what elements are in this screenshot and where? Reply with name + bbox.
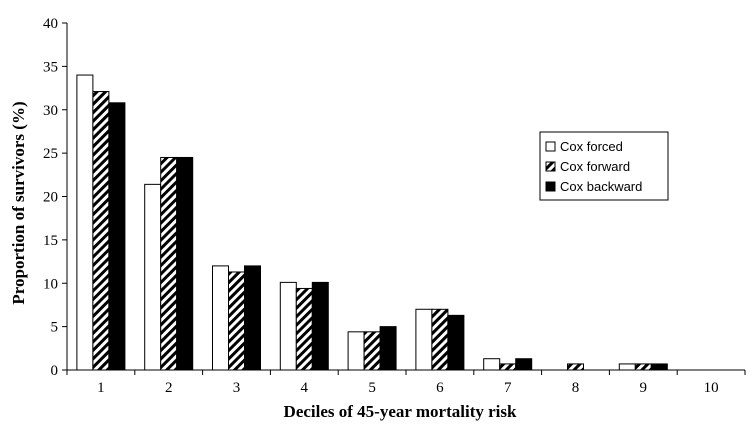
x-axis: 1 2 3 4 5 6 7 8 9 10 <box>66 369 746 396</box>
legend-swatch-hatched <box>545 161 556 172</box>
legend-box <box>539 131 669 201</box>
y-tick-label: 15 <box>43 233 58 249</box>
y-axis: 0 5 10 15 20 25 30 35 40 <box>43 16 68 379</box>
bar-hatched-decile-9 <box>634 363 652 371</box>
legend: Cox forced Cox forward Cox backward <box>539 131 669 201</box>
bar-hatched-decile-7 <box>499 363 517 371</box>
x-axis-title: Deciles of 45-year mortality risk <box>284 402 517 421</box>
y-tick-label: 0 <box>51 363 59 379</box>
y-tick-label: 10 <box>43 276 58 292</box>
bar-solid-decile-9 <box>650 363 668 371</box>
x-tick-label: 9 <box>640 380 648 396</box>
x-tick-label: 4 <box>301 380 309 396</box>
legend-swatch-open <box>545 141 556 152</box>
x-tick-label: 1 <box>97 380 105 396</box>
x-tick-label: 10 <box>704 380 719 396</box>
x-tick-label: 6 <box>436 380 444 396</box>
bar-solid-decile-2 <box>176 156 194 371</box>
x-tick-label: 2 <box>165 380 173 396</box>
bar-solid-decile-6 <box>447 314 465 371</box>
y-tick-label: 5 <box>51 320 59 336</box>
bar-open-decile-9 <box>618 363 636 371</box>
legend-swatch-solid <box>545 181 556 192</box>
bar-open-decile-2 <box>144 183 162 371</box>
bar-hatched-decile-6 <box>431 308 449 371</box>
y-tick-label: 25 <box>43 146 58 162</box>
bar-solid-decile-3 <box>244 265 261 371</box>
bar-open-decile-5 <box>347 331 365 371</box>
bar-hatched-decile-1 <box>92 91 110 371</box>
bar-open-decile-6 <box>415 308 433 371</box>
bar-hatched-decile-2 <box>160 156 178 371</box>
bar-hatched-decile-5 <box>363 331 381 371</box>
legend-label: Cox forward <box>560 159 630 174</box>
bar-open-decile-3 <box>212 265 229 371</box>
bar-hatched-decile-4 <box>295 287 313 371</box>
bar-open-decile-4 <box>279 281 297 371</box>
bar-solid-decile-4 <box>311 281 329 371</box>
y-tick-label: 35 <box>43 59 58 75</box>
bar-open-decile-1 <box>76 74 94 371</box>
x-tick-label: 7 <box>504 380 512 396</box>
legend-label: Cox backward <box>560 179 642 194</box>
y-tick-label: 20 <box>43 190 58 206</box>
bar-hatched-decile-8 <box>567 363 584 371</box>
bar-solid-decile-7 <box>515 358 533 371</box>
bar-solid-decile-1 <box>108 102 126 371</box>
bar-solid-decile-5 <box>379 326 397 371</box>
y-tick-label: 40 <box>43 16 58 32</box>
legend-label: Cox forced <box>560 139 623 154</box>
x-tick-label: 8 <box>572 380 580 396</box>
x-tick-label: 5 <box>368 380 376 396</box>
y-tick-label: 30 <box>43 103 58 119</box>
bar-open-decile-7 <box>483 358 501 371</box>
x-tick-label: 3 <box>233 380 241 396</box>
bar-hatched-decile-3 <box>228 271 245 371</box>
y-axis-title: Proportion of survivors (%) <box>9 101 28 304</box>
plot-area <box>76 74 668 371</box>
